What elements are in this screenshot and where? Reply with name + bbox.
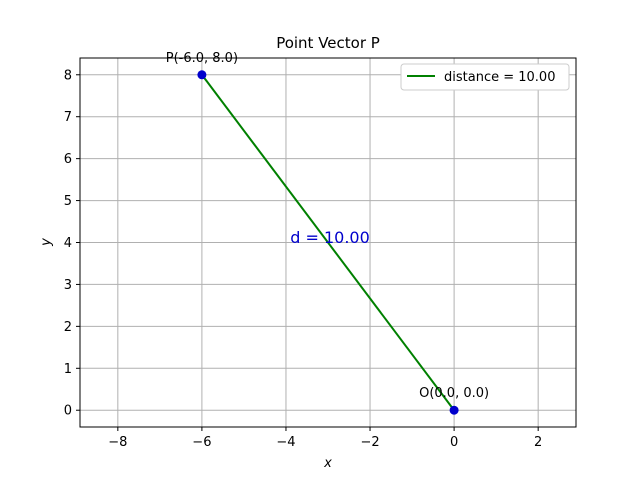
series-line <box>201 74 455 411</box>
data-point <box>197 70 207 80</box>
legend-box <box>400 63 570 91</box>
ticks: −8 −6 −4 −2 0 2 0 1 2 3 4 5 6 7 8 <box>64 68 543 450</box>
y-tick-label: 5 <box>64 194 72 209</box>
y-tick-label: 2 <box>64 320 72 335</box>
y-tick-label: 3 <box>64 278 72 293</box>
y-tick-label: 7 <box>64 110 72 125</box>
x-tick-label: 0 <box>450 435 458 450</box>
distance-annotation: d = 10.00 <box>290 228 370 247</box>
x-tick-label: 2 <box>534 435 542 450</box>
y-axis-label: y <box>39 238 54 247</box>
x-tick-label: −6 <box>192 435 211 450</box>
x-tick-label: −2 <box>360 435 379 450</box>
x-tick-label: −4 <box>276 435 295 450</box>
y-tick-label: 0 <box>64 404 72 419</box>
legend: distance = 10.00 <box>400 63 570 91</box>
points-layer: P(-6.0, 8.0)O(0.0, 0.0)d = 10.00 <box>166 51 489 415</box>
y-tick-label: 4 <box>64 236 72 251</box>
chart-title: Point Vector P <box>276 34 380 52</box>
point-label: O(0.0, 0.0) <box>419 386 489 401</box>
y-tick-label: 8 <box>64 68 72 83</box>
series-layer <box>201 74 455 411</box>
x-axis-label: x <box>323 456 332 471</box>
y-tick-label: 6 <box>64 152 72 167</box>
y-tick-label: 1 <box>64 362 72 377</box>
legend-label: distance = 10.00 <box>444 70 555 85</box>
x-tick-label: −8 <box>108 435 127 450</box>
data-point <box>449 405 459 415</box>
